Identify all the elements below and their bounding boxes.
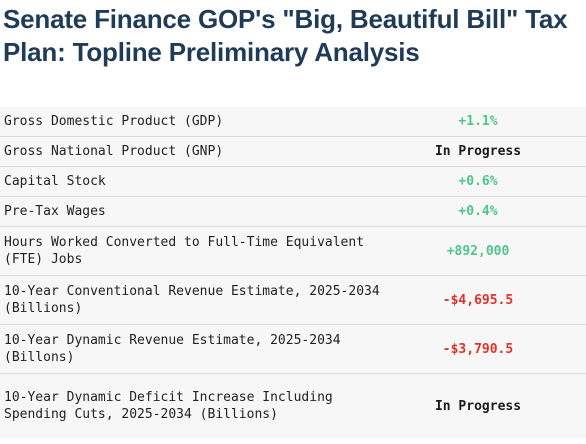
row-label: 10-Year Dynamic Deficit Increase Includi… — [4, 390, 333, 422]
table-row-pre-tax-wages: Pre-Tax Wages +0.4% — [0, 197, 586, 227]
row-label: Hours Worked Converted to Full-Time Equi… — [4, 235, 365, 267]
row-label: Gross National Product (GNP) — [4, 144, 224, 159]
row-value: +0.6% — [458, 174, 498, 189]
page-title: Senate Finance GOP's "Big, Beautiful Bil… — [3, 4, 568, 67]
analysis-table: Gross Domestic Product (GDP) +1.1% Gross… — [0, 107, 586, 438]
row-value: +892,000 — [446, 243, 510, 259]
table-row-dynamic-deficit: 10-Year Dynamic Deficit Increase Includi… — [0, 374, 586, 438]
table-row-dynamic-revenue: 10-Year Dynamic Revenue Estimate, 2025-2… — [0, 325, 586, 374]
row-label: Gross Domestic Product (GDP) — [4, 114, 224, 129]
row-label: Pre-Tax Wages — [4, 204, 106, 219]
row-label: Capital Stock — [4, 174, 106, 189]
row-value: -$4,695.5 — [442, 292, 514, 308]
table-row-capital-stock: Capital Stock +0.6% — [0, 167, 586, 197]
row-value: +0.4% — [458, 204, 498, 219]
table-row-fte-jobs: Hours Worked Converted to Full-Time Equi… — [0, 227, 586, 276]
table-row-gnp: Gross National Product (GNP) In Progress — [0, 137, 586, 167]
row-value: -$3,790.5 — [442, 341, 514, 357]
row-value: In Progress — [434, 144, 522, 159]
row-label: 10-Year Conventional Revenue Estimate, 2… — [4, 284, 380, 316]
table-row-gdp: Gross Domestic Product (GDP) +1.1% — [0, 107, 586, 137]
row-label: 10-Year Dynamic Revenue Estimate, 2025-2… — [4, 333, 341, 365]
row-value: In Progress — [434, 398, 522, 414]
table-row-conventional-revenue: 10-Year Conventional Revenue Estimate, 2… — [0, 276, 586, 325]
row-value: +1.1% — [458, 114, 498, 129]
